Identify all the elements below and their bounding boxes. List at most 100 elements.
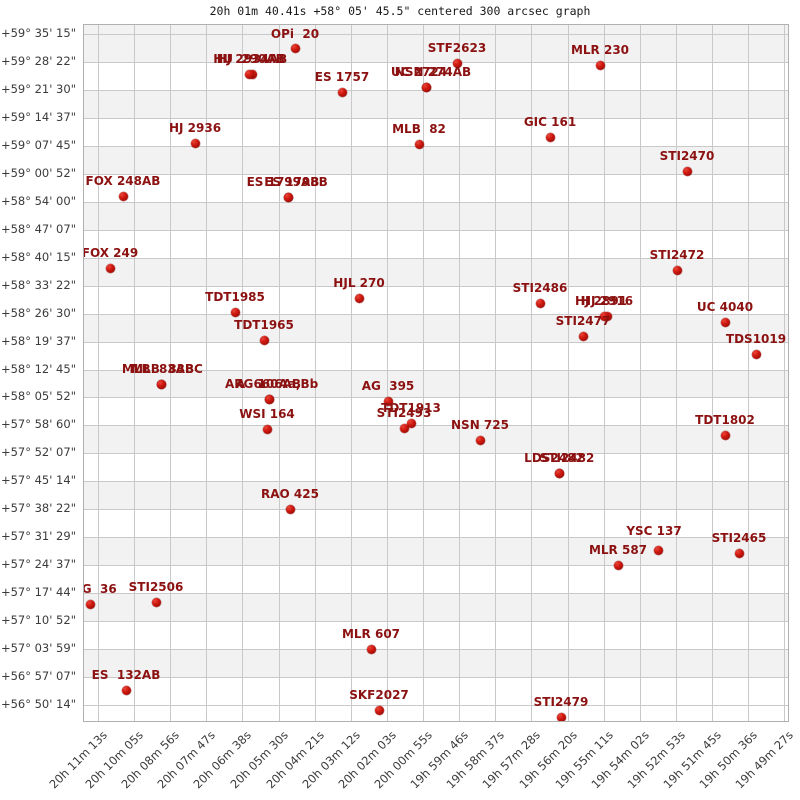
star-marker[interactable] (118, 191, 128, 201)
star-marker[interactable] (595, 60, 605, 70)
star-marker[interactable] (414, 139, 424, 149)
y-axis-tick-label: +59° 35' 15" (0, 26, 76, 40)
star-marker[interactable] (244, 69, 254, 79)
y-axis-tick-label: +58° 33' 22" (0, 277, 76, 292)
star-label: MLR 587 (588, 543, 648, 557)
y-axis-tick-label: +56° 57' 07" (0, 669, 76, 684)
star-label: FOX 248AB (85, 174, 161, 188)
y-axis-tick-label: +58° 26' 30" (0, 305, 76, 320)
star-label: NSN 725 (451, 418, 509, 432)
y-axis-tick-label: +58° 47' 07" (0, 221, 76, 236)
background-band (84, 649, 788, 678)
star-marker[interactable] (283, 192, 293, 202)
y-axis-tick-label: +57° 10' 52" (0, 613, 76, 628)
star-label: ES 132AB (91, 668, 161, 682)
star-marker[interactable] (421, 82, 431, 92)
star-marker[interactable] (85, 599, 95, 609)
background-band (84, 537, 788, 566)
background-band (84, 481, 788, 510)
star-label: AG 395 (361, 379, 415, 393)
star-marker[interactable] (156, 379, 166, 389)
gridline-vertical (784, 25, 785, 721)
star-label: YSC 137 (626, 524, 682, 538)
gridline-horizontal (84, 146, 788, 147)
star-marker[interactable] (262, 424, 272, 434)
star-marker[interactable] (545, 132, 555, 142)
gridline-horizontal (84, 565, 788, 566)
star-marker[interactable] (556, 712, 566, 721)
gridline-vertical (568, 25, 569, 721)
star-marker[interactable] (682, 166, 692, 176)
star-marker[interactable] (121, 685, 131, 695)
star-marker[interactable] (554, 468, 564, 478)
gridline-vertical (351, 25, 352, 721)
star-label: TDT1985 (205, 290, 265, 304)
background-band (84, 425, 788, 454)
gridline-horizontal (84, 677, 788, 678)
star-marker[interactable] (366, 644, 376, 654)
star-marker[interactable] (734, 548, 744, 558)
background-band (84, 593, 788, 622)
star-marker[interactable] (151, 597, 161, 607)
gridline-vertical (206, 25, 207, 721)
gridline-horizontal (84, 621, 788, 622)
star-label: TDT1913 (381, 401, 441, 415)
gridline-horizontal (84, 118, 788, 119)
star-marker[interactable] (264, 394, 274, 404)
star-marker[interactable] (354, 293, 364, 303)
star-label: FOX 249 (83, 246, 139, 260)
gridline-horizontal (84, 90, 788, 91)
star-marker[interactable] (374, 705, 384, 715)
y-axis-tick-label: +57° 52' 07" (0, 445, 76, 460)
background-band (84, 145, 788, 174)
star-marker[interactable] (452, 58, 462, 68)
gridline-vertical (459, 25, 460, 721)
star-marker[interactable] (383, 396, 393, 406)
star-label: WSI 164 (239, 407, 295, 421)
star-marker[interactable] (399, 423, 409, 433)
star-label: TDT1802 (695, 413, 755, 427)
y-axis-tick-label: +59° 07' 45" (0, 137, 76, 152)
star-marker[interactable] (751, 349, 761, 359)
gridline-vertical (423, 25, 424, 721)
star-label: MLB 83BC (131, 362, 203, 376)
y-axis-tick-label: +59° 00' 52" (0, 165, 76, 180)
star-label: STI2470 (659, 149, 715, 163)
gridline-horizontal (84, 258, 788, 259)
y-axis-tick-label: +57° 24' 37" (0, 557, 76, 572)
star-label: STI2465 (711, 531, 767, 545)
star-marker[interactable] (285, 504, 295, 514)
star-marker[interactable] (105, 263, 115, 273)
y-axis-tick-label: +58° 19' 37" (0, 333, 76, 348)
background-band (84, 89, 788, 118)
star-marker[interactable] (672, 265, 682, 275)
star-marker[interactable] (290, 43, 300, 53)
star-marker[interactable] (259, 335, 269, 345)
star-marker[interactable] (613, 560, 623, 570)
gridline-horizontal (84, 202, 788, 203)
star-marker[interactable] (653, 545, 663, 555)
star-marker[interactable] (337, 87, 347, 97)
star-marker[interactable] (406, 418, 416, 428)
y-axis-tick-label: +57° 38' 22" (0, 501, 76, 516)
star-marker[interactable] (535, 298, 545, 308)
gridline-horizontal (84, 397, 788, 398)
gridline-vertical (676, 25, 677, 721)
star-marker[interactable] (599, 311, 609, 321)
gridline-vertical (134, 25, 135, 721)
star-marker[interactable] (190, 138, 200, 148)
star-label: A 660Aa,Bb (235, 377, 319, 391)
y-axis-tick-label: +59° 21' 30" (0, 81, 76, 96)
star-marker[interactable] (578, 331, 588, 341)
star-marker[interactable] (720, 317, 730, 327)
y-axis-tick-label: +59° 14' 37" (0, 109, 76, 124)
y-axis-tick-label: +58° 12' 45" (0, 361, 76, 376)
star-marker[interactable] (720, 430, 730, 440)
gridline-vertical (98, 25, 99, 721)
star-label: OPi 20 (270, 27, 320, 41)
star-marker[interactable] (230, 307, 240, 317)
gridline-vertical (748, 25, 749, 721)
gridline-vertical (242, 25, 243, 721)
star-marker[interactable] (475, 435, 485, 445)
